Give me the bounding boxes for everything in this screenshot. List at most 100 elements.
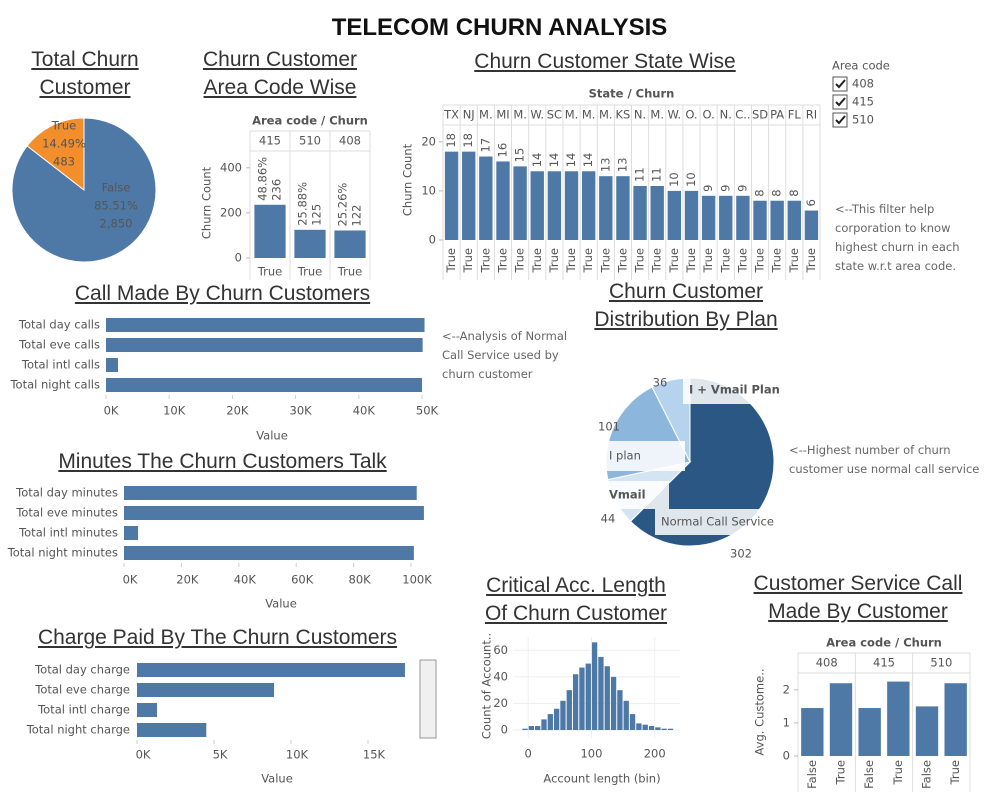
bar [887, 681, 910, 756]
bar [535, 726, 541, 731]
x-tick-label: 20K [226, 404, 249, 418]
bar [591, 642, 598, 731]
bar [804, 210, 819, 240]
x-tick-label: 80K [349, 573, 372, 587]
bar [801, 708, 824, 756]
group-label: KS [616, 108, 631, 122]
bar [623, 700, 629, 731]
bar [648, 726, 655, 731]
y-tick-label: Total night charge [26, 723, 130, 737]
bar [667, 728, 674, 731]
x-tick-label: True [804, 248, 818, 273]
chart-title: Charge Paid By The Churn Customers [37, 626, 398, 649]
group-label: M. [565, 108, 579, 122]
pie-value: 36 [653, 376, 668, 390]
pie-label: I + Vmail Plan [689, 383, 780, 397]
x-tick-label: True [337, 265, 362, 279]
bar [553, 708, 560, 731]
x-tick-label: True [615, 248, 629, 273]
data-label: 122 [350, 205, 364, 227]
chart-title: Customer Service Call Made By Customer [753, 572, 963, 623]
x-tick-label: 60K [291, 573, 314, 587]
bar [547, 714, 553, 731]
x-tick-label: True [684, 248, 698, 273]
bar [753, 200, 767, 240]
x-tick-label: True [461, 248, 475, 273]
bar [858, 708, 881, 756]
y-tick-label: Total day minutes [15, 486, 118, 500]
pie-label: Normal Call Service [661, 515, 774, 529]
bar [585, 663, 591, 731]
data-label: 17 [478, 138, 492, 153]
check-mark [835, 79, 846, 89]
x-tick-label: True [891, 760, 905, 785]
bar [564, 171, 579, 240]
data-label: 236 [270, 179, 284, 201]
filter-checkbox[interactable] [832, 112, 848, 128]
data-label: 15 [513, 148, 527, 163]
x-tick-label: True [787, 248, 801, 273]
scrollbar[interactable] [419, 659, 437, 739]
bar [106, 378, 422, 392]
chart-title: Minutes The Churn Customers Talk [58, 450, 387, 473]
pie-label: False [102, 181, 131, 195]
x-tick-label: True [495, 248, 509, 273]
filter-checkbox[interactable] [832, 76, 848, 92]
bar [599, 176, 613, 240]
group-label: C.. [735, 108, 750, 122]
bar [684, 190, 699, 240]
x-tick-label: 0 [525, 747, 532, 761]
x-tick-label: 5K [213, 748, 228, 762]
data-label: 18 [461, 133, 475, 148]
data-label: 13 [615, 158, 629, 173]
x-tick-label: 10K [163, 404, 186, 418]
group-label: W. [667, 108, 681, 122]
bar [106, 338, 423, 352]
bar [736, 195, 750, 240]
bar [617, 690, 623, 731]
x-tick-label: True [770, 248, 784, 273]
chart-title: Churn Customer State Wise [474, 50, 736, 73]
y-axis-label: Churn Count [401, 143, 415, 216]
bar [522, 728, 528, 731]
data-label: 14 [547, 153, 561, 168]
bar [513, 166, 527, 240]
data-label: 48.86% [256, 157, 270, 201]
group-label: 415 [873, 656, 895, 670]
y-tick-label: 40 [493, 669, 508, 683]
check-mark [835, 97, 846, 107]
group-label: MI [496, 108, 509, 122]
x-axis-label: Value [256, 429, 288, 443]
y-tick-label: 0 [783, 749, 790, 763]
bar [560, 700, 566, 731]
y-tick-label: 0 [429, 233, 436, 247]
group-label: N. [634, 108, 646, 122]
y-axis-label: Churn Count [200, 166, 214, 239]
bar [530, 171, 544, 240]
x-tick-label: 0K [136, 748, 151, 762]
group-label: 408 [816, 656, 838, 670]
pie-label: Vmail [609, 488, 646, 502]
bar [572, 674, 579, 731]
filter-checkbox[interactable] [832, 94, 848, 110]
group-label: W. [530, 108, 544, 122]
chart-header: Area code / Churn [252, 114, 368, 128]
bar [479, 156, 493, 240]
group-label: SD [752, 108, 768, 122]
filter-title: Area code [832, 59, 890, 73]
x-tick-label: 10K [286, 748, 309, 762]
chart-header: Area code / Churn [826, 636, 942, 650]
data-label: 14 [564, 153, 578, 168]
data-label: 8 [770, 189, 784, 196]
pie-slice [26, 117, 85, 192]
bar [610, 676, 617, 731]
group-label: O. [702, 108, 714, 122]
x-tick-label: True [650, 248, 664, 273]
x-tick-label: False [862, 760, 876, 789]
bar [137, 683, 275, 697]
data-label: 6 [804, 199, 818, 206]
dashboard-title: TELECOM CHURN ANALYSIS [331, 14, 668, 41]
bar [294, 229, 326, 258]
y-axis-label: Count of Account.. [480, 633, 494, 739]
